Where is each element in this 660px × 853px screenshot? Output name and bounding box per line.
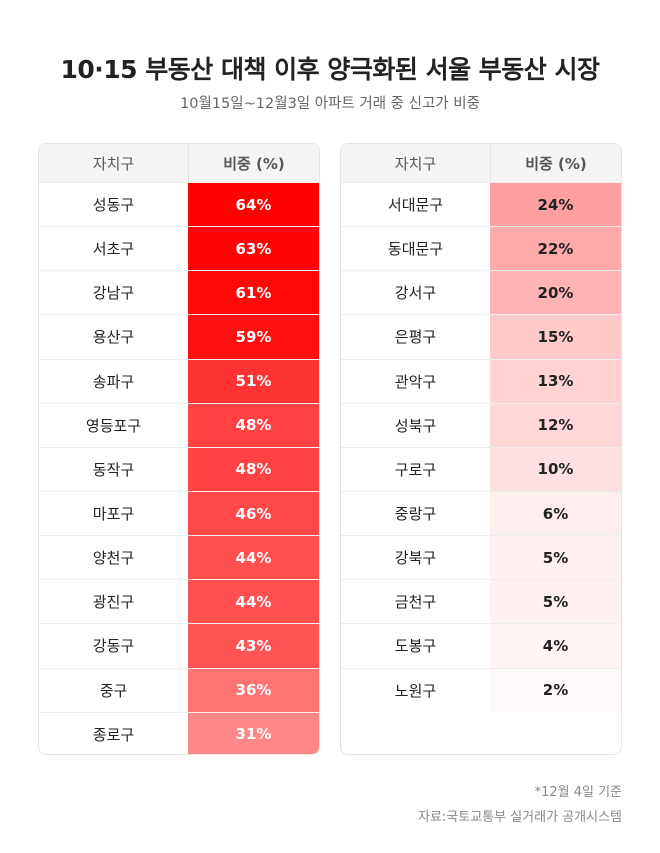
table-row: 용산구 59% xyxy=(39,314,319,359)
table-row: 관악구 13% xyxy=(341,358,621,403)
district: 중랑구 xyxy=(394,505,437,524)
share: 6% xyxy=(490,491,621,536)
share: 63% xyxy=(188,227,319,271)
share: 5% xyxy=(490,580,621,624)
district: 관악구 xyxy=(394,372,437,391)
table-row: 은평구 15% xyxy=(341,314,621,359)
share: 51% xyxy=(188,359,319,403)
share: 36% xyxy=(188,668,319,712)
share: 12% xyxy=(490,403,621,447)
share: 44% xyxy=(188,536,319,580)
table-row: 구로구 10% xyxy=(341,446,621,491)
share: 64% xyxy=(188,183,319,227)
district: 강동구 xyxy=(92,637,135,656)
share: 31% xyxy=(188,712,319,754)
share: 43% xyxy=(188,624,319,668)
share: 4% xyxy=(490,624,621,668)
district: 성동구 xyxy=(92,196,135,215)
share: 5% xyxy=(490,536,621,580)
share: 61% xyxy=(188,271,319,315)
table-row: 강북구 5% xyxy=(341,535,621,580)
table-row: 도봉구 4% xyxy=(341,623,621,668)
subtitle: 10월15일~12월3일 아파트 거래 중 신고가 비중 xyxy=(180,96,480,112)
district: 도봉구 xyxy=(394,637,437,656)
district: 동대문구 xyxy=(387,240,444,259)
share: 48% xyxy=(188,403,319,447)
table-row: 금천구 5% xyxy=(341,579,621,624)
district: 강서구 xyxy=(394,284,437,303)
table-row: 동대문구 22% xyxy=(341,226,621,271)
column-header: 자치구 xyxy=(394,154,437,173)
table-row: 강동구 43% xyxy=(39,623,319,668)
district: 서대문구 xyxy=(387,196,444,215)
table-row: 노원구 2% xyxy=(341,667,621,712)
note: *12월 4일 기준 xyxy=(534,785,622,800)
table-row: 성동구 64% xyxy=(39,182,319,227)
column-header: 비중 (%) xyxy=(188,144,319,182)
share: 44% xyxy=(188,580,319,624)
district: 영등포구 xyxy=(85,416,142,435)
header-row: 자치구 비중 (%) xyxy=(341,144,621,182)
column-header: 비중 (%) xyxy=(490,144,621,182)
district: 양천구 xyxy=(92,549,135,568)
district: 서초구 xyxy=(92,240,135,259)
share: 13% xyxy=(490,359,621,403)
table-row: 서초구 63% xyxy=(39,226,319,271)
share: 20% xyxy=(490,271,621,315)
table-row: 광진구 44% xyxy=(39,579,319,624)
district: 노원구 xyxy=(394,681,437,700)
share: 48% xyxy=(188,447,319,491)
district: 은평구 xyxy=(394,328,437,347)
district: 강북구 xyxy=(394,549,437,568)
district: 성북구 xyxy=(394,416,437,435)
district: 동작구 xyxy=(92,460,135,479)
district: 금천구 xyxy=(394,593,437,612)
district: 용산구 xyxy=(92,328,135,347)
header-row: 자치구 비중 (%) xyxy=(39,144,319,182)
district: 중구 xyxy=(99,681,128,700)
table: 자치구 비중 (%) 서대문구 24% 동대문구 22% 강서구 20% 은평구 15% 관악구 13… xyxy=(340,143,622,755)
district: 종로구 xyxy=(92,725,135,744)
table-row: 영등포구 48% xyxy=(39,402,319,447)
district: 강남구 xyxy=(92,284,135,303)
source: 자료:국토교통부 실거래가 공개시스템 xyxy=(417,810,622,825)
share: 24% xyxy=(490,183,621,227)
table-row: 강남구 61% xyxy=(39,270,319,315)
share: 15% xyxy=(490,315,621,359)
table-row: 중랑구 6% xyxy=(341,490,621,536)
share: 22% xyxy=(490,227,621,271)
share: 10% xyxy=(490,447,621,491)
table-row: 동작구 48% xyxy=(39,446,319,491)
share: 46% xyxy=(188,491,319,536)
table-row: 종로구 31% xyxy=(39,711,319,754)
table-row: 마포구 46% xyxy=(39,490,319,536)
table-row: 양천구 44% xyxy=(39,535,319,580)
share: 2% xyxy=(490,668,621,712)
table: 자치구 비중 (%) 성동구 64% 서초구 63% 강남구 61% 용산구 59% 송파구 51% 영… xyxy=(38,143,320,755)
table-row: 송파구 51% xyxy=(39,358,319,403)
table-row: 중구 36% xyxy=(39,667,319,712)
share: 59% xyxy=(188,315,319,359)
district: 광진구 xyxy=(92,593,135,612)
district: 구로구 xyxy=(394,460,437,479)
district: 송파구 xyxy=(92,372,135,391)
table-row: 강서구 20% xyxy=(341,270,621,315)
column-header: 자치구 xyxy=(92,154,135,173)
title: 10·15 부동산 대책 이후 양극화된 서울 부동산 시장 xyxy=(60,55,600,84)
table-row: 성북구 12% xyxy=(341,402,621,447)
table-row: 서대문구 24% xyxy=(341,182,621,227)
district: 마포구 xyxy=(92,505,135,524)
